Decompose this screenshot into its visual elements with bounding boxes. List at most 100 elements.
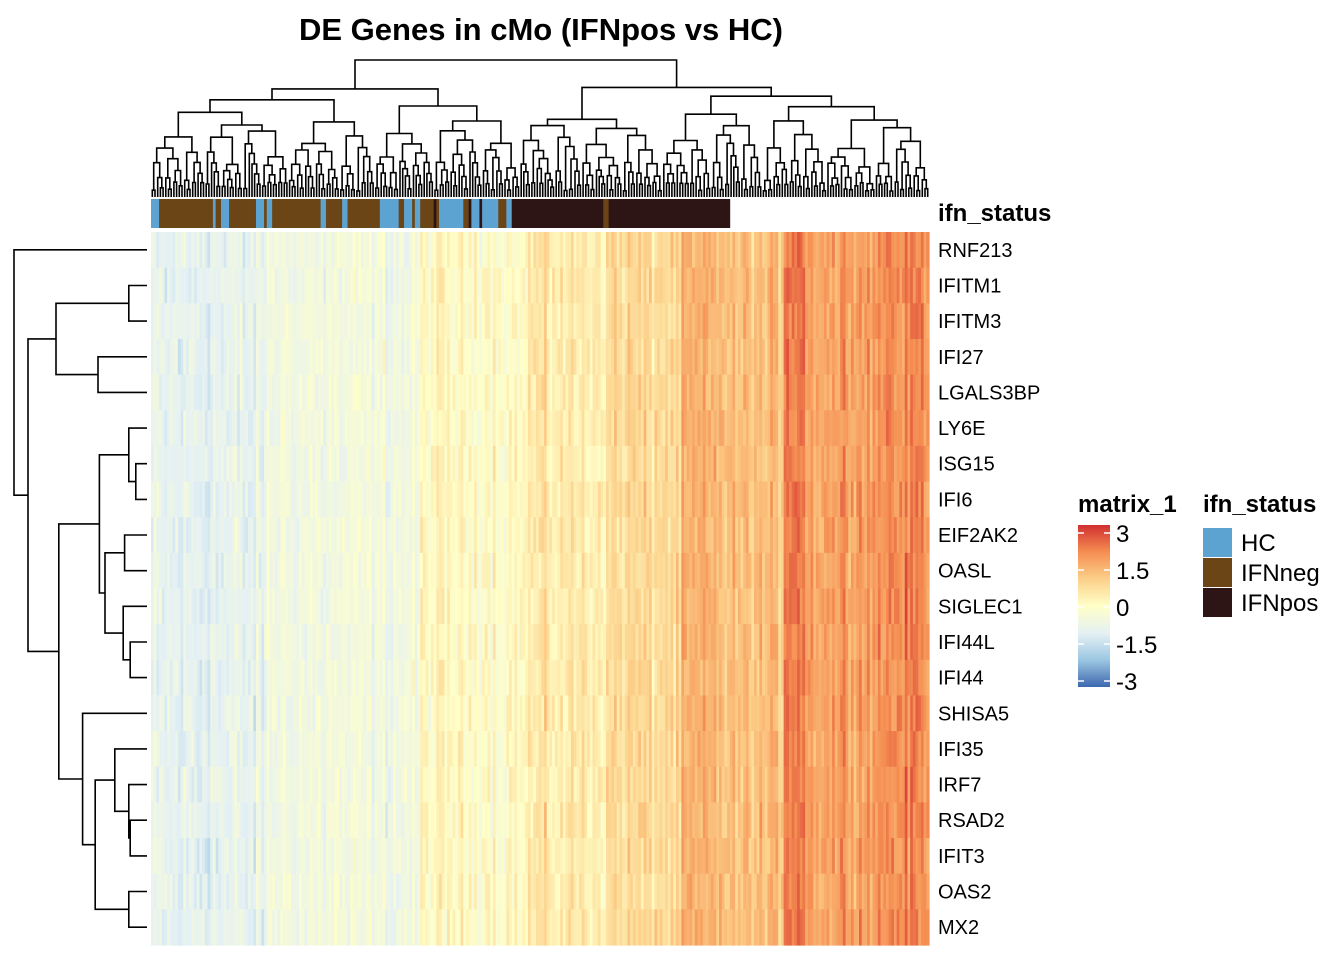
heatmap-cell: [708, 232, 712, 269]
heatmap-cell: [675, 588, 680, 625]
heatmap-cell: [517, 481, 521, 518]
heatmap-cell: [328, 267, 332, 304]
heatmap-cell: [783, 338, 787, 376]
heatmap-cell: [880, 481, 884, 518]
heatmap-cell: [325, 552, 330, 590]
heatmap-cell: [320, 374, 324, 411]
heatmap-cell: [533, 624, 537, 661]
heatmap-cell: [503, 338, 507, 376]
heatmap-cell: [813, 410, 817, 447]
heatmap-cell: [336, 517, 341, 554]
heatmap-cell: [775, 374, 779, 411]
heatmap-cell: [902, 517, 906, 554]
heatmap-cell: [325, 338, 330, 376]
heatmap-cell: [352, 445, 357, 483]
heatmap-cell: [910, 695, 914, 732]
heatmap-cell: [864, 659, 868, 697]
heatmap-cell: [573, 624, 577, 661]
heatmap-cell: [791, 766, 795, 803]
heatmap-cell: [635, 695, 639, 732]
heatmap-cell: [280, 659, 284, 697]
heatmap-cell: [670, 374, 674, 411]
heatmap-cell: [285, 659, 289, 697]
heatmap-cell: [377, 517, 381, 554]
heatmap-cell: [538, 481, 542, 518]
heatmap-cell: [530, 410, 534, 447]
heatmap-cell: [447, 481, 451, 518]
heatmap-cell: [358, 374, 362, 411]
heatmap-cell: [237, 802, 241, 839]
heatmap-cell: [307, 552, 311, 590]
heatmap-cell: [560, 481, 564, 518]
heatmap-cell: [463, 267, 467, 304]
heatmap-cell: [255, 695, 260, 732]
heatmap-cell: [573, 766, 577, 803]
heatmap-cell: [487, 410, 491, 447]
heatmap-cell: [430, 267, 435, 304]
heatmap-cell: [705, 303, 709, 340]
heatmap-cell: [482, 552, 486, 590]
heatmap-cell: [850, 552, 855, 590]
heatmap-cell: [592, 232, 596, 269]
heatmap-cell: [557, 695, 561, 732]
heatmap-cell: [853, 659, 857, 697]
heatmap-cell: [444, 588, 448, 625]
heatmap-cell: [832, 552, 836, 590]
heatmap-cell: [632, 338, 637, 376]
heatmap-cell: [783, 695, 787, 732]
heatmap-cell: [869, 410, 874, 447]
dendrogram-branch: [735, 181, 740, 197]
heatmap-cell: [877, 624, 882, 661]
heatmap-cell: [280, 267, 284, 304]
dendrogram-branch: [638, 149, 653, 174]
heatmap-cell: [331, 624, 335, 661]
heatmap-cell: [832, 338, 836, 376]
heatmap-cell: [716, 445, 720, 483]
heatmap-cell: [293, 338, 297, 376]
heatmap-cell: [616, 588, 621, 625]
heatmap-cell: [449, 552, 454, 590]
heatmap-cell: [471, 588, 475, 625]
heatmap-cell: [452, 695, 456, 732]
heatmap-cell: [358, 517, 362, 554]
heatmap-cell: [880, 374, 884, 411]
heatmap-cell: [780, 374, 785, 411]
heatmap-cell: [250, 303, 254, 340]
heatmap-cell: [759, 303, 763, 340]
heatmap-cell: [702, 267, 707, 304]
heatmap-cell: [864, 481, 868, 518]
heatmap-cell: [525, 267, 529, 304]
heatmap-cell: [745, 445, 750, 483]
heatmap-cell: [627, 624, 631, 661]
heatmap-cell: [587, 267, 591, 304]
heatmap-cell: [818, 445, 822, 483]
heatmap-cell: [398, 232, 402, 269]
heatmap-cell: [323, 766, 327, 803]
heatmap-cell: [885, 588, 890, 625]
heatmap-cell: [282, 588, 287, 625]
heatmap-cell: [468, 588, 472, 625]
heatmap-cell: [896, 552, 900, 590]
dendrogram-branch: [225, 163, 239, 174]
heatmap-cell: [640, 374, 645, 411]
heatmap-cell: [460, 588, 464, 625]
heatmap-cell: [721, 303, 725, 340]
heatmap-cell: [797, 517, 801, 554]
heatmap-cell: [783, 303, 787, 340]
dendrogram-branch: [878, 183, 883, 197]
heatmap-cell: [837, 232, 841, 269]
heatmap-cell: [223, 659, 227, 697]
heatmap-cell: [918, 445, 922, 483]
heatmap-cell: [159, 624, 163, 661]
heatmap-cell: [519, 588, 524, 625]
heatmap-cell: [597, 338, 602, 376]
heatmap-cell: [334, 659, 338, 697]
heatmap-cell: [837, 766, 841, 803]
heatmap-cell: [258, 517, 262, 554]
heatmap-cell: [700, 731, 704, 768]
heatmap-cell: [789, 552, 793, 590]
heatmap-cell: [657, 267, 661, 304]
heatmap-cell: [323, 695, 327, 732]
heatmap-cell: [484, 338, 489, 376]
heatmap-cell: [818, 766, 822, 803]
